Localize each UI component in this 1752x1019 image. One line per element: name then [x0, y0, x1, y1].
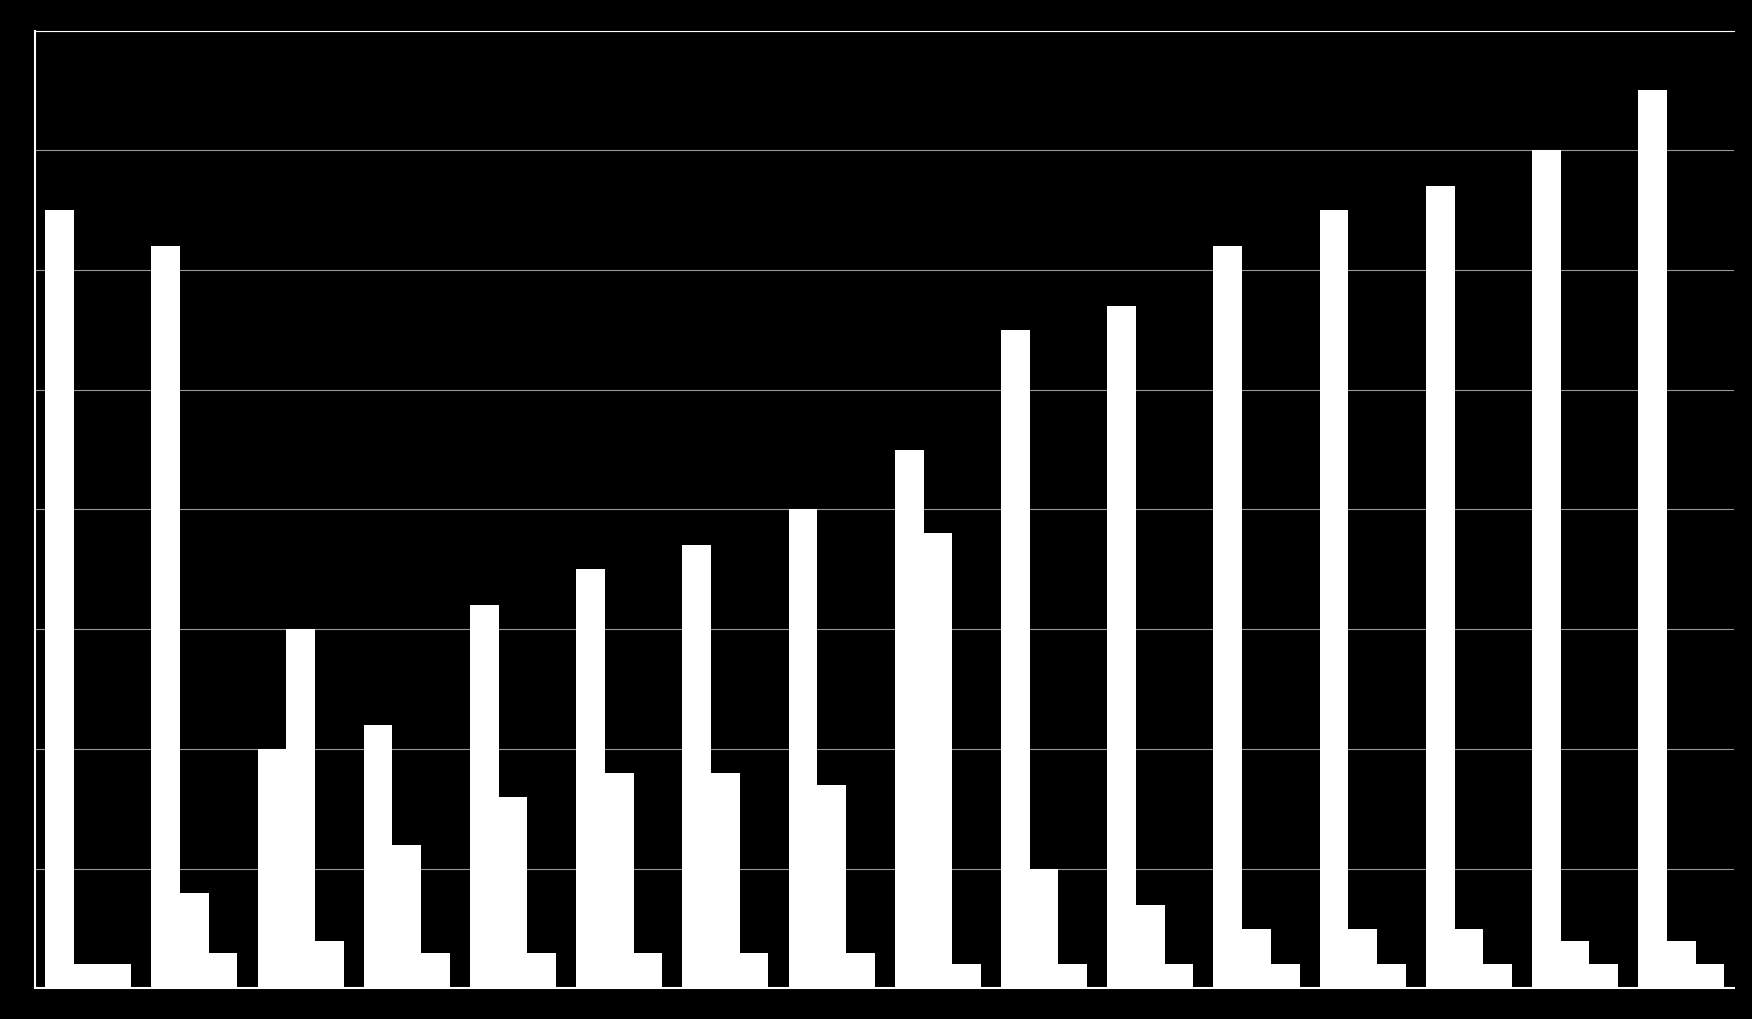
Bar [923, 534, 951, 988]
Bar [711, 772, 739, 988]
Bar [1349, 928, 1377, 988]
Bar [1165, 964, 1193, 988]
Bar [1533, 150, 1561, 988]
Bar [951, 964, 981, 988]
Bar [527, 953, 555, 988]
Bar [683, 545, 711, 988]
Bar [470, 605, 499, 988]
Bar [1319, 210, 1349, 988]
Bar [102, 964, 131, 988]
Bar [576, 570, 604, 988]
Bar [788, 510, 818, 988]
Bar [604, 772, 634, 988]
Bar [739, 953, 769, 988]
Bar [1484, 964, 1512, 988]
Bar [846, 953, 874, 988]
Bar [1454, 928, 1484, 988]
Bar [258, 749, 286, 988]
Bar [180, 893, 208, 988]
Bar [315, 941, 343, 988]
Bar [392, 845, 420, 988]
Bar [1561, 941, 1589, 988]
Bar [1135, 905, 1165, 988]
Bar [286, 629, 315, 988]
Bar [499, 797, 527, 988]
Bar [1668, 941, 1696, 988]
Bar [1214, 247, 1242, 988]
Bar [1000, 330, 1030, 988]
Bar [1058, 964, 1086, 988]
Bar [1426, 186, 1454, 988]
Bar [1030, 868, 1058, 988]
Bar [818, 785, 846, 988]
Bar [364, 726, 392, 988]
Bar [634, 953, 662, 988]
Bar [46, 210, 74, 988]
Bar [420, 953, 450, 988]
Bar [1107, 306, 1135, 988]
Bar [208, 953, 237, 988]
Bar [1589, 964, 1619, 988]
Bar [1377, 964, 1405, 988]
Bar [1270, 964, 1300, 988]
Bar [1242, 928, 1270, 988]
Bar [1638, 91, 1668, 988]
Bar [74, 964, 102, 988]
Bar [1696, 964, 1724, 988]
Bar [895, 449, 923, 988]
Bar [151, 247, 180, 988]
